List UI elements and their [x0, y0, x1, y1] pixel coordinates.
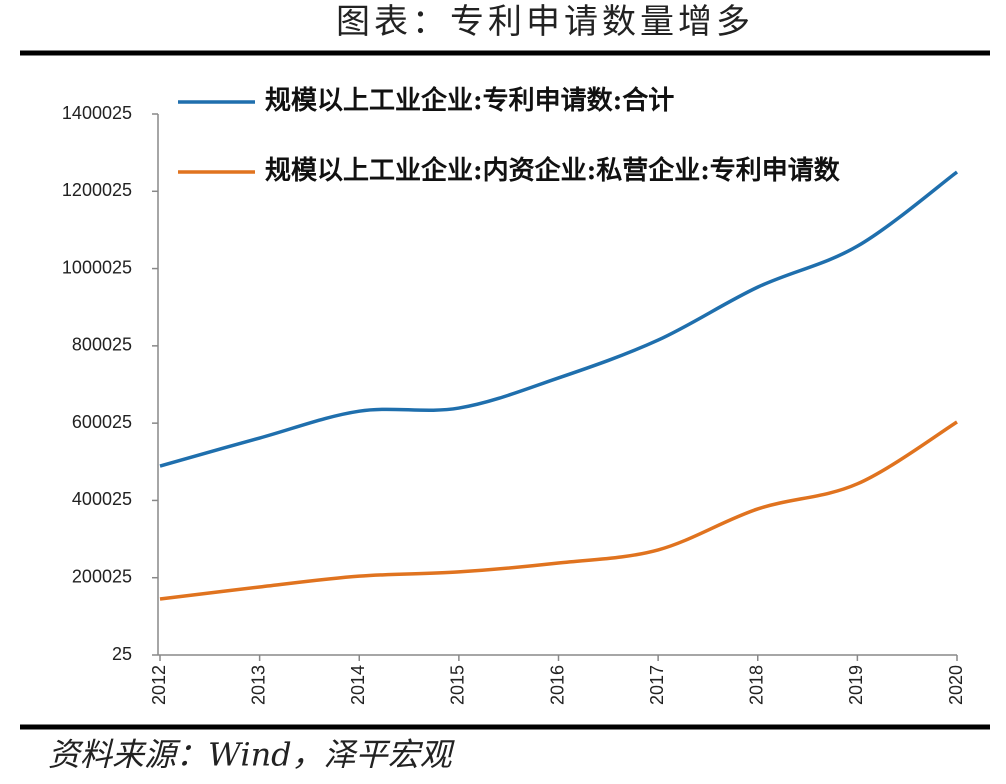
- source-note: 资料来源：Wind，泽平宏观: [48, 736, 456, 774]
- x-tick-label: 2012: [149, 665, 169, 705]
- x-tick-label: 2014: [348, 665, 368, 705]
- y-tick-label: 1400025: [62, 103, 132, 123]
- y-tick-label: 800025: [72, 335, 132, 355]
- y-tick-label: 1200025: [62, 180, 132, 200]
- y-tick-label: 25: [112, 644, 132, 664]
- y-tick-label: 400025: [72, 489, 132, 509]
- chart-title: 图表：专利申请数量增多: [336, 2, 754, 42]
- x-tick-label: 2019: [846, 665, 866, 705]
- x-tick-label: 2018: [747, 665, 767, 705]
- x-tick-label: 2017: [647, 665, 667, 705]
- legend-label: 规模以上工业企业:专利申请数:合计: [265, 85, 674, 116]
- x-tick-label: 2016: [547, 665, 567, 705]
- x-tick-label: 2013: [248, 665, 268, 705]
- x-tick-label: 2015: [448, 665, 468, 705]
- y-tick-label: 600025: [72, 412, 132, 432]
- legend-label: 规模以上工业企业:内资企业:私营企业:专利申请数: [265, 155, 841, 186]
- series-line: [159, 420, 958, 601]
- series-line: [159, 170, 959, 468]
- x-tick-label: 2020: [946, 665, 966, 705]
- y-tick-label: 1000025: [62, 257, 132, 277]
- y-tick-label: 200025: [72, 566, 132, 586]
